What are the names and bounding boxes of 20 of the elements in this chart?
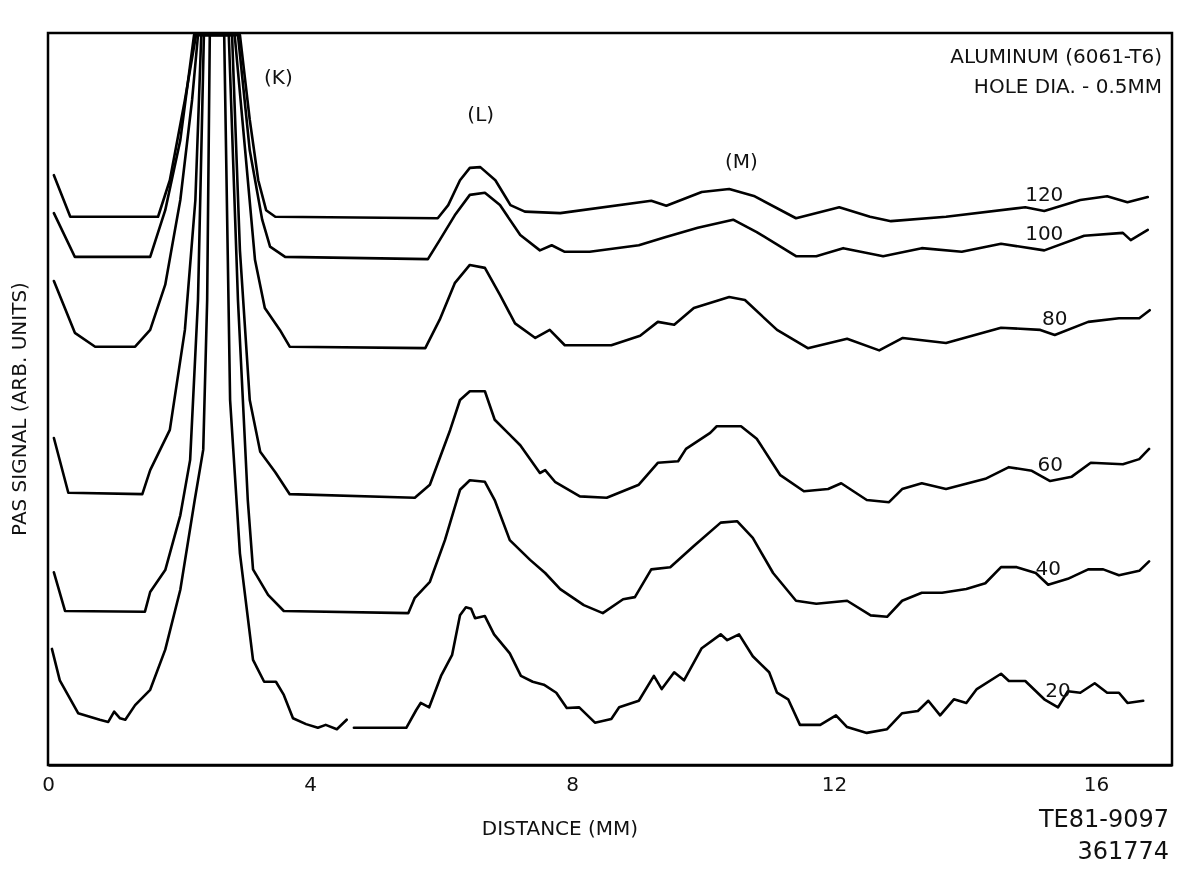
y-axis-title: PAS SIGNAL (ARB. UNITS) (7, 282, 31, 536)
annotation: (K) (264, 65, 293, 90)
x-tick-label: 0 (42, 772, 55, 797)
annotation: (M) (725, 149, 758, 174)
series-label: 120 (1025, 181, 1064, 206)
series-label: 100 (1025, 221, 1064, 246)
series-label: 20 (1045, 678, 1071, 703)
annotation: ALUMINUM (6061-T6) (950, 44, 1162, 68)
x-axis-title: DISTANCE (MM) (481, 816, 639, 840)
series-label: 40 (1035, 555, 1061, 580)
x-tick-label: 4 (304, 772, 317, 797)
annotation: (L) (467, 101, 495, 126)
series-label: 80 (1042, 306, 1068, 331)
x-tick-label: 16 (1083, 772, 1110, 797)
text: 361774 (1077, 837, 1169, 865)
annotation: HOLE DIA. - 0.5MM (973, 74, 1162, 98)
series-label: 60 (1037, 452, 1063, 477)
x-tick-label: 12 (821, 772, 848, 797)
text: TE81-9097 (1037, 805, 1169, 833)
x-tick-label: 8 (566, 772, 579, 797)
